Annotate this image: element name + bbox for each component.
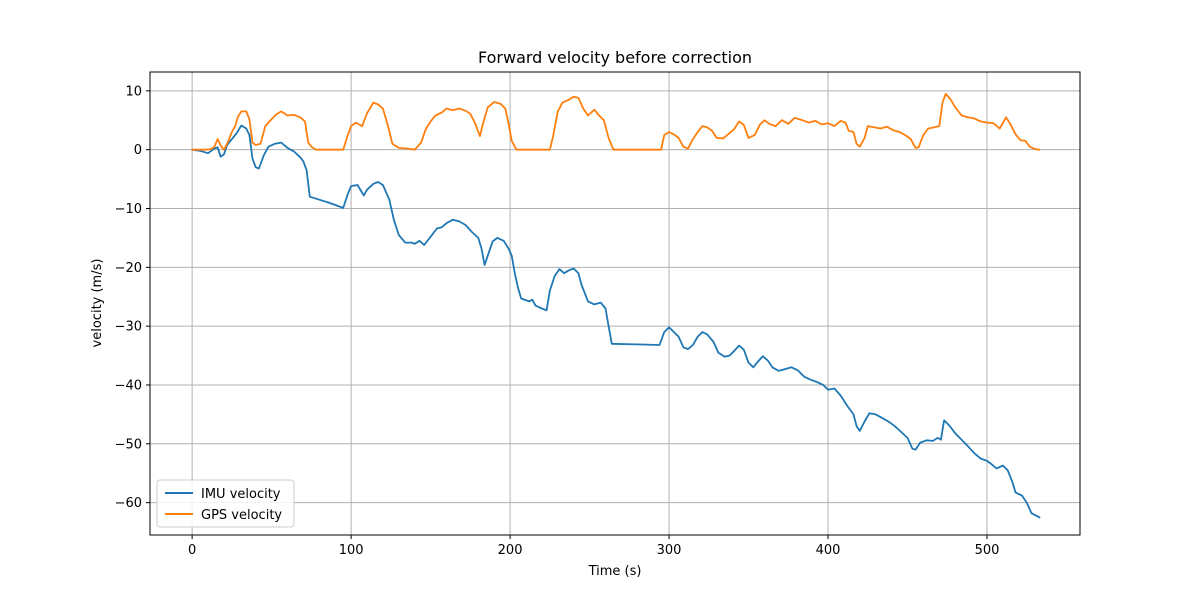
y-axis-label: velocity (m/s) bbox=[90, 259, 105, 348]
x-tick-label: 200 bbox=[498, 543, 523, 558]
y-tick-label: −10 bbox=[115, 202, 142, 217]
legend-label-imu: IMU velocity bbox=[201, 487, 281, 502]
chart-title: Forward velocity before correction bbox=[478, 48, 752, 67]
grid-lines bbox=[150, 72, 1080, 535]
series-lines bbox=[191, 92, 1041, 519]
series-line-gps bbox=[191, 92, 1041, 151]
y-tick-label: −50 bbox=[115, 437, 142, 452]
legend: IMU velocity GPS velocity bbox=[156, 479, 295, 528]
y-axis-ticks: 10 0 −10 −20 −30 −40 −50 −60 bbox=[115, 84, 150, 511]
legend-label-gps: GPS velocity bbox=[201, 508, 282, 523]
y-tick-label: −30 bbox=[115, 320, 142, 335]
x-tick-label: 0 bbox=[188, 543, 196, 558]
y-tick-label: 0 bbox=[134, 143, 142, 158]
x-tick-label: 300 bbox=[657, 543, 682, 558]
plot-frame bbox=[149, 71, 1081, 536]
x-axis-ticks: 0 100 200 300 400 500 bbox=[188, 535, 999, 558]
series-line-imu bbox=[191, 124, 1041, 519]
x-tick-label: 500 bbox=[975, 543, 1000, 558]
legend-box bbox=[156, 479, 295, 528]
x-axis-label: Time (s) bbox=[588, 564, 642, 579]
x-tick-label: 100 bbox=[339, 543, 364, 558]
y-tick-label: −40 bbox=[115, 378, 142, 393]
y-tick-label: −60 bbox=[115, 496, 142, 511]
y-tick-label: −20 bbox=[115, 261, 142, 276]
y-tick-label: 10 bbox=[125, 84, 142, 99]
x-tick-label: 400 bbox=[816, 543, 841, 558]
